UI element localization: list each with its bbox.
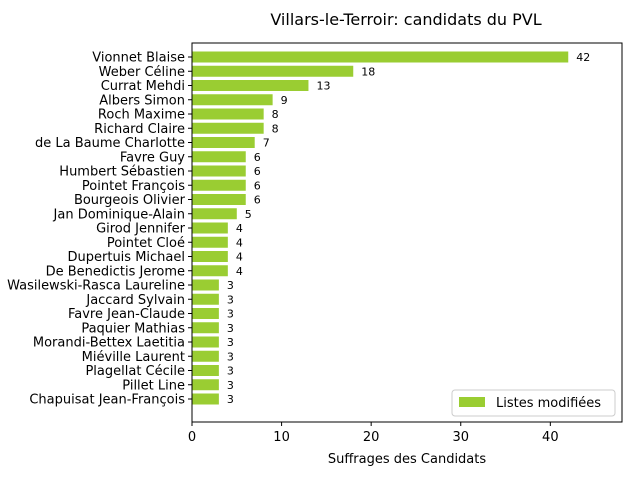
y-tick-label: Currat Mehdi	[101, 79, 185, 94]
bar-value-label: 3	[227, 365, 234, 378]
bar-value-label: 3	[227, 379, 234, 392]
x-tick-label: 10	[273, 430, 290, 445]
bar	[192, 350, 219, 362]
y-tick-label: Paquier Mathias	[81, 321, 185, 336]
y-tick-label: Morandi-Bettex Laetitia	[33, 336, 185, 351]
bar	[192, 165, 246, 177]
bar-value-label: 3	[227, 308, 234, 321]
legend-swatch	[459, 397, 485, 407]
bar-value-label: 6	[254, 179, 261, 192]
bar-value-label: 3	[227, 350, 234, 363]
bar-value-label: 4	[236, 251, 243, 264]
bar	[192, 322, 219, 334]
bar	[192, 265, 228, 277]
y-tick-label: Miéville Laurent	[82, 350, 185, 365]
bar	[192, 108, 264, 120]
plot-frame	[191, 42, 623, 423]
y-tick-label: De Benedictis Jerome	[46, 264, 185, 279]
y-tick-label: Wasilewski-Rasca Laureline	[7, 279, 185, 294]
bar	[192, 393, 219, 405]
bar-value-label: 42	[576, 51, 590, 64]
y-tick-label: Favre Jean-Claude	[68, 307, 185, 322]
bar-value-label: 3	[227, 393, 234, 406]
bar-value-label: 3	[227, 336, 234, 349]
y-tick-label: Chapuisat Jean-François	[29, 393, 185, 408]
bar	[192, 365, 219, 376]
y-tick-label: Humbert Sébastien	[59, 165, 185, 180]
bar	[192, 137, 255, 148]
bar-value-label: 4	[236, 222, 243, 235]
y-tick-label: Vionnet Blaise	[92, 51, 185, 66]
legend-box	[451, 389, 616, 417]
y-tick-label: Dupertuis Michael	[68, 250, 186, 265]
y-tick-label: Pointet François	[82, 179, 185, 194]
y-tick-label: Bourgeois Olivier	[74, 193, 186, 208]
x-tick-label: 30	[452, 430, 469, 445]
x-axis-title: Suffrages des Candidats	[328, 452, 487, 467]
bar-value-label: 13	[316, 80, 330, 93]
y-tick-label: Pillet Line	[122, 378, 185, 393]
bar	[192, 293, 219, 305]
y-tick-label: de La Baume Charlotte	[35, 136, 185, 151]
bar-value-label: 6	[254, 165, 261, 178]
bar-value-label: 8	[272, 122, 279, 135]
bar-value-label: 18	[361, 65, 375, 78]
bar	[192, 336, 219, 348]
bar	[192, 65, 354, 77]
bar	[192, 308, 219, 319]
bar	[192, 208, 237, 220]
x-tick-label: 0	[188, 430, 196, 445]
y-tick-label: Jan Dominique-Alain	[53, 207, 185, 222]
bar-value-label: 6	[254, 151, 261, 164]
y-tick-label: Favre Guy	[120, 150, 185, 165]
bar	[192, 236, 228, 248]
bar-value-label: 4	[236, 265, 243, 278]
y-tick-label: Jaccard Sylvain	[85, 293, 185, 308]
bar	[192, 94, 273, 106]
bar-value-label: 3	[227, 279, 234, 292]
legend-label: Listes modifiées	[496, 396, 601, 411]
x-tick-label: 40	[542, 430, 559, 445]
y-tick-label: Girod Jennifer	[96, 222, 186, 237]
chart-title: Villars-le-Terroir: candidats du PVL	[270, 10, 541, 29]
bar-value-label: 3	[227, 293, 234, 306]
bar-value-label: 4	[236, 236, 243, 249]
bar	[192, 379, 219, 391]
y-tick-label: Roch Maxime	[98, 108, 185, 123]
bar-value-label: 3	[227, 322, 234, 335]
bar	[192, 194, 246, 205]
y-tick-label: Albers Simon	[99, 93, 185, 108]
y-tick-label: Weber Céline	[99, 65, 185, 80]
y-tick-label: Richard Claire	[94, 122, 185, 137]
bar	[192, 80, 309, 91]
bar-value-label: 8	[272, 108, 279, 121]
bar	[192, 51, 569, 63]
x-tick-label: 20	[363, 430, 380, 445]
bar-value-label: 7	[263, 137, 270, 150]
bar	[192, 251, 228, 262]
legend: Listes modifiées	[451, 389, 616, 417]
bar	[192, 279, 219, 291]
bar	[192, 179, 246, 191]
y-tick-label: Pointet Cloé	[107, 236, 185, 251]
bar	[192, 222, 228, 234]
bar	[192, 151, 246, 163]
bar-value-label: 6	[254, 194, 261, 207]
bar-value-label: 5	[245, 208, 252, 221]
y-tick-label: Plagellat Cécile	[85, 364, 185, 379]
bar	[192, 122, 264, 134]
bar-value-label: 9	[281, 94, 288, 107]
